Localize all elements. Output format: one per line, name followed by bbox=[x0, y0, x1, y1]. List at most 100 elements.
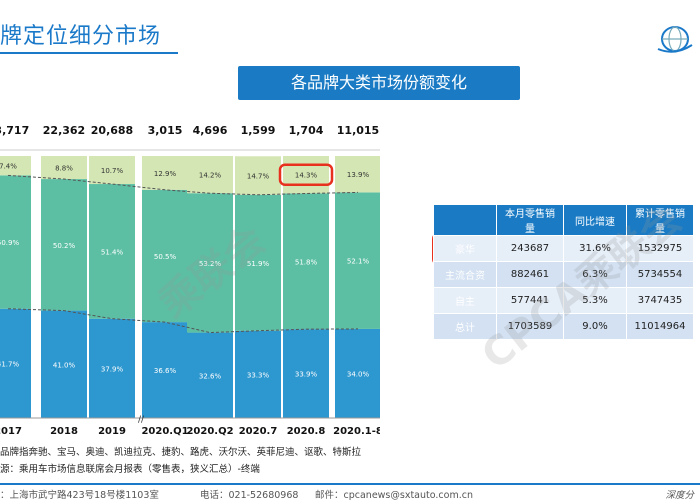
bar-segment-1 bbox=[283, 193, 329, 330]
data-label: 32.6% bbox=[199, 372, 222, 380]
bar-segment-0 bbox=[187, 332, 233, 418]
sales-summary-table: 本月零售销量 同比增速 累计零售销量 豪华 243687 31.6% 15329… bbox=[433, 204, 694, 340]
brand-note: 品牌指奔驰、宝马、奥迪、凯迪拉克、捷豹、路虎、沃尔沃、英菲尼迪、讴歌、特斯拉 bbox=[0, 447, 362, 458]
data-label: 41.0% bbox=[53, 361, 76, 369]
table-header-cell bbox=[433, 204, 497, 236]
highlight-box bbox=[278, 163, 334, 186]
table-row: 总计 1703589 9.0% 11014964 bbox=[433, 313, 694, 340]
connector-line-0 bbox=[7, 308, 359, 334]
bar-segment-2 bbox=[142, 156, 188, 190]
table-cell: 882461 bbox=[496, 261, 564, 288]
total-label: 1,704 bbox=[289, 124, 324, 137]
data-label: 50.5% bbox=[154, 253, 177, 261]
table-cell: 1703589 bbox=[496, 313, 564, 340]
data-label: 36.6% bbox=[154, 367, 177, 375]
bar-segment-0 bbox=[283, 329, 329, 418]
data-label: 52.1% bbox=[347, 258, 370, 266]
data-label: 53.2% bbox=[199, 260, 222, 268]
data-label: 33.3% bbox=[247, 371, 270, 379]
data-label: 14.2% bbox=[199, 172, 222, 180]
globe-logo-icon bbox=[657, 26, 693, 53]
bar-segment-0 bbox=[89, 318, 135, 418]
bar-segment-0 bbox=[335, 328, 380, 418]
total-label: 4,696 bbox=[193, 124, 228, 137]
x-tick-label: 2020.Q2 bbox=[186, 426, 233, 437]
x-tick-label: 2018 bbox=[50, 426, 78, 437]
table-header-cell: 同比增速 bbox=[563, 204, 627, 236]
data-label: 37.9% bbox=[101, 365, 124, 373]
table-cell: 9.0% bbox=[563, 313, 627, 340]
total-label: 23,717 bbox=[0, 124, 29, 137]
source-note: 源：乘用车市场信息联席会月报表（零售表，狭义汇总）-终端 bbox=[0, 464, 260, 475]
table-cell: 577441 bbox=[496, 287, 564, 314]
table-header-cell: 累计零售销量 bbox=[626, 204, 694, 236]
data-label: 13.9% bbox=[347, 171, 370, 179]
table-cell: 5.3% bbox=[563, 287, 627, 314]
bar-segment-1 bbox=[89, 184, 135, 319]
data-label: 50.2% bbox=[53, 242, 76, 250]
table-header-row: 本月零售销量 同比增速 累计零售销量 bbox=[433, 204, 694, 236]
x-tick-label: 2020.8 bbox=[287, 426, 326, 437]
data-label: 7.4% bbox=[0, 163, 17, 171]
data-label: 14.7% bbox=[247, 173, 270, 181]
bar-segment-0 bbox=[235, 330, 281, 418]
bar-segment-2 bbox=[235, 156, 281, 195]
footer-phone: 电话：021-52680968 bbox=[200, 490, 299, 501]
bar-segment-1 bbox=[41, 179, 87, 311]
bar-segment-2 bbox=[0, 156, 31, 176]
data-label: 34.0% bbox=[347, 370, 370, 378]
footer-email: 邮件：cpcanews@sxtauto.com.cn bbox=[315, 490, 473, 501]
data-label: 33.9% bbox=[295, 371, 318, 379]
stacked-bar-chart: 41.7% 50.9% 7.4% 23,717 2017 41.0% 50.2% 8.8% 22… bbox=[0, 124, 380, 437]
data-label: 51.8% bbox=[295, 258, 318, 266]
x-tick-label: 2020.Q1 bbox=[141, 426, 188, 437]
bar-segment-2 bbox=[335, 156, 380, 193]
table-row: 豪华 243687 31.6% 1532975 bbox=[433, 235, 694, 262]
row-label: 主流合资 bbox=[433, 261, 497, 288]
table-cell: 6.3% bbox=[563, 261, 627, 288]
footer-brand: 深度分 bbox=[665, 490, 694, 501]
total-label: 3,015 bbox=[148, 124, 183, 137]
total-label: 1,599 bbox=[241, 124, 276, 137]
bar-segment-2 bbox=[89, 156, 135, 185]
total-label: 22,362 bbox=[43, 124, 85, 137]
bar-segment-0 bbox=[41, 310, 87, 418]
table-cell: 3747435 bbox=[626, 287, 694, 314]
total-label: 11,015 bbox=[337, 124, 379, 137]
row-label: 豪华 bbox=[433, 235, 497, 262]
chart-banner: 各品牌大类市场份额变化 bbox=[238, 66, 520, 100]
bar-segment-1 bbox=[235, 194, 281, 331]
bar-segment-2 bbox=[187, 156, 233, 194]
axis-break-marker: // bbox=[138, 415, 145, 425]
x-tick-label: 2020.7 bbox=[239, 426, 278, 437]
data-label: 10.7% bbox=[101, 167, 124, 175]
bar-segment-1 bbox=[187, 193, 233, 333]
data-label: 14.3% bbox=[295, 172, 318, 180]
table-cell: 5734554 bbox=[626, 261, 694, 288]
bar-segment-0 bbox=[142, 322, 188, 418]
footer-bar: ：上海市武宁路423号18号楼1103室 电话：021-52680968 邮件：… bbox=[0, 483, 700, 502]
data-label: 12.9% bbox=[154, 170, 177, 178]
data-label: 51.4% bbox=[101, 248, 124, 256]
bar-segment-1 bbox=[335, 192, 380, 329]
table-cell: 11014964 bbox=[626, 313, 694, 340]
table-cell: 243687 bbox=[496, 235, 564, 262]
x-tick-label: 2020.1-8 bbox=[333, 426, 380, 437]
data-label: 50.9% bbox=[0, 239, 19, 247]
table-header-cell: 本月零售销量 bbox=[496, 204, 564, 236]
title-underline bbox=[0, 52, 178, 54]
footer-address: ：上海市武宁路423号18号楼1103室 bbox=[0, 490, 159, 501]
table-cell: 31.6% bbox=[563, 235, 627, 262]
bar-segment-2 bbox=[41, 156, 87, 180]
table-row: 主流合资 882461 6.3% 5734554 bbox=[433, 261, 694, 288]
total-label: 20,688 bbox=[91, 124, 133, 137]
bar-segment-1 bbox=[142, 189, 188, 323]
x-tick-label: 2019 bbox=[98, 426, 126, 437]
page-title: 牌定位细分市场 bbox=[0, 24, 162, 49]
table-cell: 1532975 bbox=[626, 235, 694, 262]
data-label: 41.7% bbox=[0, 360, 19, 368]
bar-segment-0 bbox=[0, 308, 31, 418]
bar-segment-1 bbox=[0, 175, 31, 309]
x-tick-label: 2017 bbox=[0, 426, 22, 437]
row-label: 自主 bbox=[433, 287, 497, 314]
